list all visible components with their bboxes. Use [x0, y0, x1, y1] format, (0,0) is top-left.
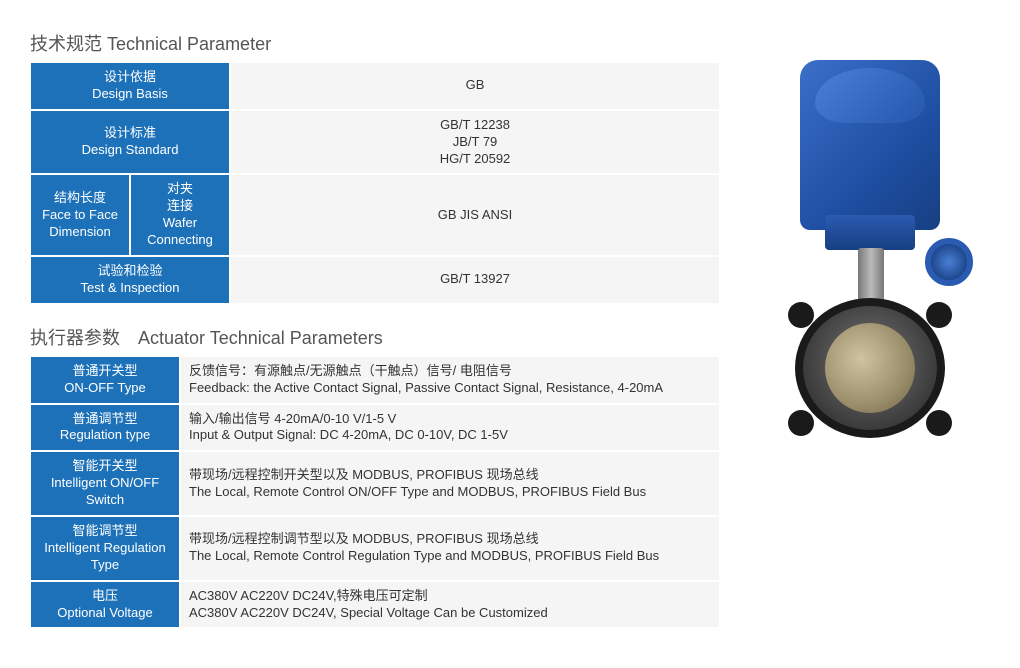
label-en: Optional Voltage: [39, 605, 171, 622]
value-en: The Local, Remote Control ON/OFF Type an…: [189, 484, 711, 501]
table-row: 设计标准 Design Standard GB/T 12238 JB/T 79 …: [30, 110, 720, 175]
value-en: AC380V AC220V DC24V, Special Voltage Can…: [189, 605, 711, 622]
tech-title: 技术规范 Technical Parameter: [30, 30, 720, 56]
label-en: Intelligent Regulation Type: [39, 540, 171, 574]
handwheel-icon: [925, 238, 973, 286]
actuator-header-onoff: 普通开关型 ON-OFF Type: [30, 356, 180, 404]
table-row: 普通开关型 ON-OFF Type 反馈信号：有源触点/无源触点（干触点）信号/…: [30, 356, 720, 404]
label-cn: 设计依据: [39, 69, 221, 86]
value-cn: 反馈信号：有源触点/无源触点（干触点）信号/ 电阻信号: [189, 363, 711, 380]
label-cn: 结构长度: [39, 190, 121, 207]
label-cn: 普通调节型: [39, 411, 171, 428]
actuator-header-regulation: 普通调节型 Regulation type: [30, 404, 180, 452]
flange-ear-icon: [926, 302, 952, 328]
label-en: Wafer Connecting: [139, 215, 221, 249]
table-row: 智能开关型 Intelligent ON/OFF Switch 带现场/远程控制…: [30, 451, 720, 516]
label-en: Intelligent ON/OFF Switch: [39, 475, 171, 509]
tech-header-test-inspection: 试验和检验 Test & Inspection: [30, 256, 230, 304]
label-cn: 试验和检验: [39, 263, 221, 280]
value-cn: AC380V AC220V DC24V,特殊电压可定制: [189, 588, 711, 605]
table-row: 试验和检验 Test & Inspection GB/T 13927: [30, 256, 720, 304]
value-en: Input & Output Signal: DC 4-20mA, DC 0-1…: [189, 427, 711, 444]
tech-header-wafer-connecting: 对夹 连接 Wafer Connecting: [130, 174, 230, 256]
value-en: Feedback: the Active Contact Signal, Pas…: [189, 380, 711, 397]
tech-value-design-standard: GB/T 12238 JB/T 79 HG/T 20592: [230, 110, 720, 175]
tech-value-design-basis: GB: [230, 62, 720, 110]
label-en: Design Basis: [39, 86, 221, 103]
actuator-value-intelligent-switch: 带现场/远程控制开关型以及 MODBUS, PROFIBUS 现场总线 The …: [180, 451, 720, 516]
actuator-value-regulation: 输入/输出信号 4-20mA/0-10 V/1-5 V Input & Outp…: [180, 404, 720, 452]
label-cn: 智能开关型: [39, 458, 171, 475]
value-en: The Local, Remote Control Regulation Typ…: [189, 548, 711, 565]
valve-disc-icon: [825, 323, 915, 413]
table-row: 设计依据 Design Basis GB: [30, 62, 720, 110]
label-en: Design Standard: [39, 142, 221, 159]
label-cn: 对夹 连接: [139, 181, 221, 215]
actuator-title: 执行器参数 Actuator Technical Parameters: [30, 324, 720, 350]
label-cn: 普通开关型: [39, 363, 171, 380]
label-en: ON-OFF Type: [39, 380, 171, 397]
value-cn: 输入/输出信号 4-20mA/0-10 V/1-5 V: [189, 411, 711, 428]
tech-header-design-standard: 设计标准 Design Standard: [30, 110, 230, 175]
label-en: Regulation type: [39, 427, 171, 444]
table-row: 智能调节型 Intelligent Regulation Type 带现场/远程…: [30, 516, 720, 581]
label-cn: 智能调节型: [39, 523, 171, 540]
flange-ear-icon: [788, 302, 814, 328]
actuator-header-intelligent-regulation: 智能调节型 Intelligent Regulation Type: [30, 516, 180, 581]
actuator-value-onoff: 反馈信号：有源触点/无源触点（干触点）信号/ 电阻信号 Feedback: th…: [180, 356, 720, 404]
label-en: Test & Inspection: [39, 280, 221, 297]
tech-header-face-dimension: 结构长度 Face to Face Dimension: [30, 174, 130, 256]
table-row: 电压 Optional Voltage AC380V AC220V DC24V,…: [30, 581, 720, 629]
value-cn: 带现场/远程控制调节型以及 MODBUS, PROFIBUS 现场总线: [189, 531, 711, 548]
tech-value-test-inspection: GB/T 13927: [230, 256, 720, 304]
tech-header-design-basis: 设计依据 Design Basis: [30, 62, 230, 110]
actuator-table: 普通开关型 ON-OFF Type 反馈信号：有源触点/无源触点（干触点）信号/…: [30, 356, 720, 629]
table-row: 结构长度 Face to Face Dimension 对夹 连接 Wafer …: [30, 174, 720, 256]
flange-ear-icon: [926, 410, 952, 436]
actuator-header-voltage: 电压 Optional Voltage: [30, 581, 180, 629]
actuator-value-intelligent-regulation: 带现场/远程控制调节型以及 MODBUS, PROFIBUS 现场总线 The …: [180, 516, 720, 581]
label-en: Face to Face Dimension: [39, 207, 121, 241]
tech-value-face-dimension: GB JIS ANSI: [230, 174, 720, 256]
value-cn: 带现场/远程控制开关型以及 MODBUS, PROFIBUS 现场总线: [189, 467, 711, 484]
label-cn: 设计标准: [39, 125, 221, 142]
table-row: 普通调节型 Regulation type 输入/输出信号 4-20mA/0-1…: [30, 404, 720, 452]
actuator-bracket-icon: [825, 215, 915, 250]
actuator-value-voltage: AC380V AC220V DC24V,特殊电压可定制 AC380V AC220…: [180, 581, 720, 629]
flange-ear-icon: [788, 410, 814, 436]
label-cn: 电压: [39, 588, 171, 605]
product-image: [770, 60, 970, 440]
actuator-header-intelligent-switch: 智能开关型 Intelligent ON/OFF Switch: [30, 451, 180, 516]
tech-table: 设计依据 Design Basis GB 设计标准 Design Standar…: [30, 62, 720, 304]
